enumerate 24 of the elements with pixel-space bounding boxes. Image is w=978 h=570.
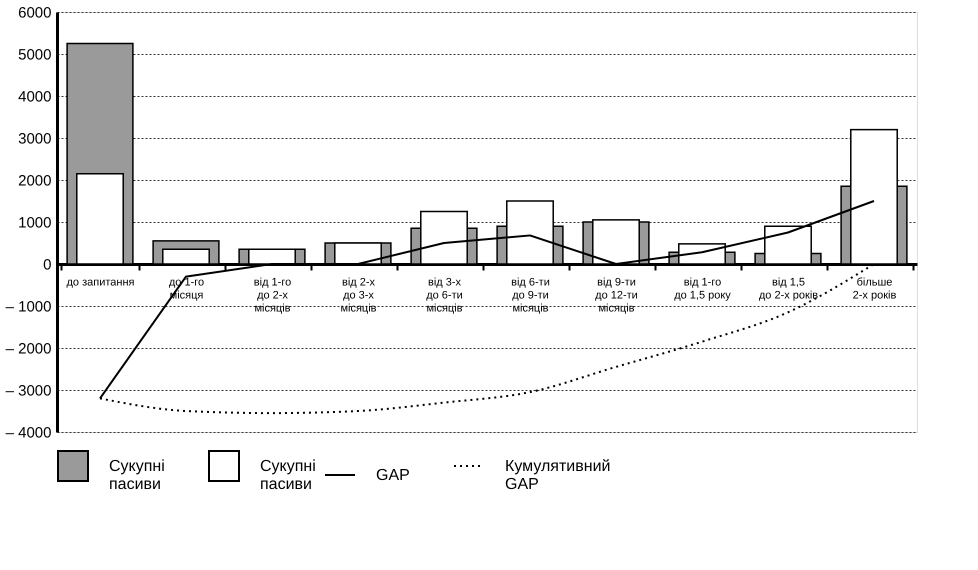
legend-label: Кумулятивний GAP <box>505 458 610 493</box>
x-tick-label: більше 2-х років <box>852 276 896 302</box>
y-tick-label: 5000 <box>18 46 52 64</box>
y-tick-label: 4000 <box>18 88 52 106</box>
y-tick-label: 2000 <box>18 172 52 190</box>
y-tick-label: 1000 <box>18 214 52 232</box>
legend-label: Сукупні пасиви <box>260 458 316 493</box>
x-tick-label: від 1-го до 2-х місяців <box>254 276 292 314</box>
y-tick-label: – 4000 <box>6 424 52 442</box>
x-tick-label: від 6-ти до 9-ти місяців <box>511 276 550 314</box>
x-tick-label: від 9-ти до 12-ти місяців <box>595 276 638 314</box>
y-tick-label: 0 <box>43 256 52 274</box>
legend-label: Сукупні пасиви <box>109 458 165 493</box>
x-tick-label: від 3-х до 6-ти місяців <box>426 276 463 314</box>
y-tick-label: – 1000 <box>6 298 52 316</box>
y-tick-label: 6000 <box>18 4 52 22</box>
y-tick-label: – 2000 <box>6 340 52 358</box>
x-tick-label: від 1,5 до 2-х років <box>758 276 818 302</box>
legend-label: GAP <box>376 467 410 484</box>
y-tick-label: – 3000 <box>6 382 52 400</box>
x-tick-label: від 2-х до 3-х місяців <box>340 276 377 314</box>
x-tick-label: до запитання <box>66 276 135 288</box>
x-tick-label: від 1-го до 1,5 року <box>674 276 732 302</box>
y-tick-label: 3000 <box>18 130 52 148</box>
